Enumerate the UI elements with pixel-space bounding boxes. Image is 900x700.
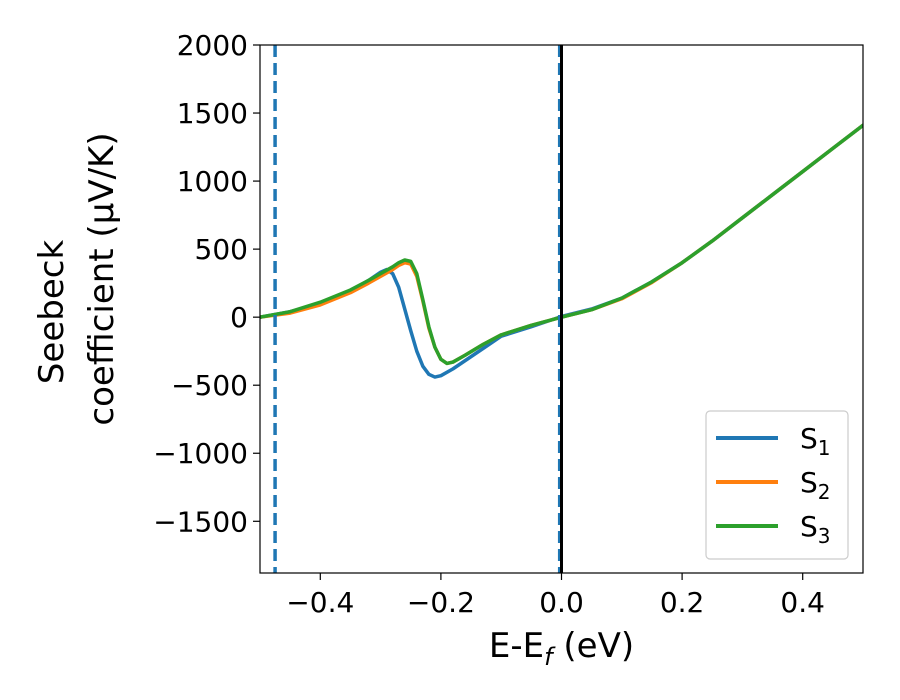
y-axis-label-line2: coefficient (μV/K): [82, 132, 122, 425]
legend-label-3: S3: [800, 510, 831, 548]
legend-box: [705, 410, 849, 560]
x-tick-label: −0.4: [286, 586, 354, 619]
y-tick-label: 2000: [177, 29, 248, 62]
series-line-3: [260, 123, 863, 366]
y-tick-label: 1500: [177, 97, 248, 130]
x-tick-label: 0.2: [660, 586, 705, 619]
y-axis-label-line1: Seebeck: [32, 240, 72, 385]
plot-lines: [260, 123, 863, 379]
y-tick-label: −1500: [153, 505, 248, 538]
legend-label-1: S1: [800, 422, 831, 460]
x-axis-label-unit: (eV): [553, 626, 635, 666]
y-tick-label: 500: [195, 233, 248, 266]
y-tick-label: −500: [171, 369, 248, 402]
y-tick-label: −1000: [153, 437, 248, 470]
legend-label-2: S2: [800, 466, 831, 504]
x-axis-ticks: −0.4 −0.2 0.0 0.2 0.4: [286, 573, 825, 619]
y-axis-label: Seebeck coefficient (μV/K): [32, 132, 122, 425]
y-tick-label: 1000: [177, 165, 248, 198]
x-axis-label: E-Ef (eV): [489, 626, 634, 671]
x-tick-label: 0.0: [539, 586, 584, 619]
x-axis-label-main: E-E: [489, 626, 544, 666]
y-tick-label: 0: [230, 301, 248, 334]
vertical-markers: [273, 45, 563, 573]
legend: S1 S2 S3: [705, 410, 849, 560]
x-tick-label: 0.4: [780, 586, 825, 619]
x-tick-label: −0.2: [407, 586, 475, 619]
y-axis-ticks: 2000 1500 1000 500 0 −500 −1000 −1500: [153, 29, 260, 538]
